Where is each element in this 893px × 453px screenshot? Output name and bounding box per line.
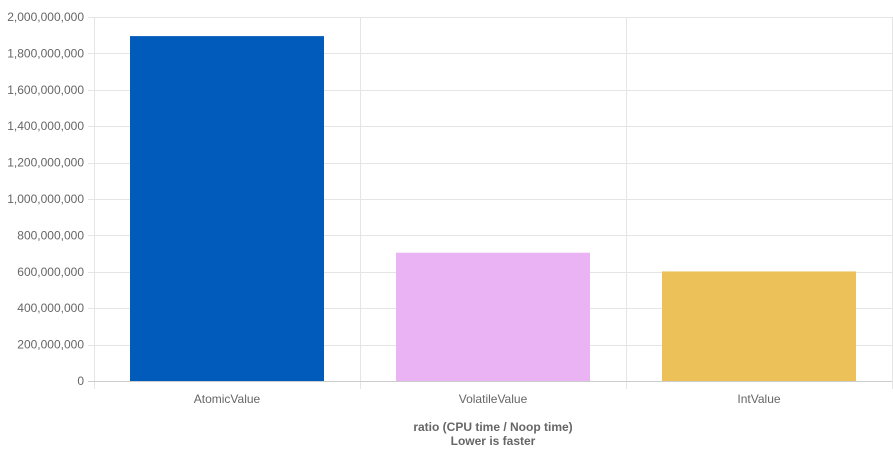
x-tick-label: AtomicValue	[194, 392, 261, 406]
y-tick-label: 2,000,000,000	[7, 10, 84, 24]
y-tick-label: 400,000,000	[17, 301, 84, 315]
y-tick-label: 200,000,000	[17, 338, 84, 352]
x-axis-subtitle: Lower is faster	[451, 434, 536, 448]
bars	[130, 36, 856, 382]
x-tick-label: IntValue	[737, 392, 780, 406]
x-tick-labels: AtomicValue VolatileValue IntValue	[194, 392, 781, 406]
y-tick-label: 1,800,000,000	[7, 46, 84, 60]
bar-atomicvalue[interactable]	[130, 36, 324, 382]
y-tick-label: 1,200,000,000	[7, 156, 84, 170]
y-tick-label: 1,000,000,000	[7, 192, 84, 206]
bar-intvalue[interactable]	[662, 271, 856, 381]
y-tick-label: 1,400,000,000	[7, 119, 84, 133]
y-tick-label: 600,000,000	[17, 265, 84, 279]
y-tick-label: 0	[77, 374, 84, 388]
y-tick-label: 800,000,000	[17, 228, 84, 242]
y-tick-labels: 0 200,000,000 400,000,000 600,000,000 800,00…	[7, 10, 84, 388]
x-axis-title: ratio (CPU time / Noop time)	[413, 420, 572, 434]
x-tick-label: VolatileValue	[459, 392, 528, 406]
y-tick-label: 1,600,000,000	[7, 83, 84, 97]
bar-volatilevalue[interactable]	[396, 252, 590, 381]
